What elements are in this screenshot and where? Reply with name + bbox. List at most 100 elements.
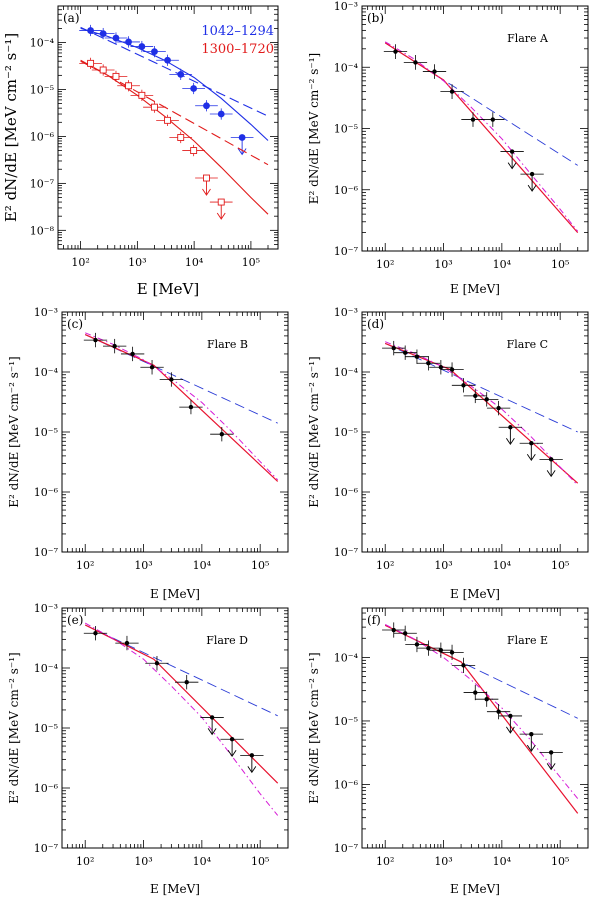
data-point [440, 84, 464, 99]
data-point [143, 45, 166, 58]
y-tick-label: 10⁻⁵ [334, 123, 358, 136]
legend-entry: 1042–1294 [201, 24, 274, 39]
model-curve-blue-dashed [85, 624, 278, 717]
data-point [91, 64, 115, 76]
x-tick-label: 10² [376, 855, 394, 868]
data-point [117, 80, 140, 92]
data-point [393, 345, 417, 360]
data-point [120, 346, 145, 362]
model-curve-red-solid [84, 624, 279, 784]
x-tick-label: 10³ [434, 855, 452, 868]
data-point [130, 89, 154, 101]
data-point [451, 378, 476, 393]
data-point [220, 737, 244, 758]
x-axis-title: E [MeV] [450, 882, 500, 896]
panel-title: Flare E [507, 634, 548, 647]
data-point [156, 54, 179, 66]
x-tick-label: 10² [76, 855, 94, 868]
data-point [230, 134, 254, 156]
data-point [486, 400, 511, 416]
panel-c: 10² 10³ 10⁴ 10⁵ 10⁻⁷ 10⁻⁶ 10⁻⁵ 10⁻⁴ 10⁻³ E [MeV] E… [7, 306, 289, 601]
x-tick-label: 10⁵ [551, 258, 569, 271]
x-tick-label: 10² [376, 559, 394, 572]
y-tick-label: 10⁻⁴ [334, 366, 359, 379]
panel-title: Flare C [507, 338, 548, 351]
model-curve-magenta-dashdot [84, 622, 279, 816]
data-point [416, 356, 441, 371]
data-point [383, 44, 408, 59]
x-axis-title: E [MeV] [450, 587, 500, 601]
data-point [440, 362, 464, 377]
data-point [195, 100, 218, 112]
x-tick-label: 10² [71, 256, 89, 269]
y-tick-label: 10⁻⁵ [30, 83, 54, 96]
data-point [91, 27, 115, 40]
data-point [486, 704, 511, 720]
plot-frame [361, 5, 589, 252]
y-tick-label: 10⁻⁵ [334, 715, 358, 728]
data-point [200, 715, 224, 736]
y-tick-label: 10⁻⁴ [334, 61, 359, 74]
x-axis-title: E [MeV] [450, 282, 500, 296]
y-axis-title: E² dN/dE [MeV cm⁻² s⁻¹] [307, 356, 321, 507]
x-tick-label: 10² [376, 258, 394, 271]
y-axis-title: E² dN/dE [MeV cm⁻² s⁻¹] [307, 652, 321, 803]
panel-label: (c) [67, 317, 83, 331]
y-tick-label: 10⁻⁷ [334, 546, 359, 559]
data-point [83, 626, 108, 641]
x-tick-label: 10³ [128, 256, 146, 269]
data-point [451, 657, 476, 673]
plot-frame [57, 5, 279, 250]
data-point [440, 644, 464, 661]
model-curve-magenta-dashdot [385, 341, 579, 486]
y-tick-label: 10⁻⁶ [334, 184, 359, 197]
y-tick-label: 10⁻⁵ [334, 426, 358, 439]
y-tick-label: 10⁻⁷ [34, 842, 59, 855]
x-tick-label: 10³ [134, 559, 152, 572]
data-point [130, 40, 154, 53]
x-tick-label: 10⁴ [185, 256, 204, 269]
y-tick-label: 10⁻³ [34, 306, 58, 319]
x-tick-label: 10⁴ [193, 559, 212, 572]
data-point [405, 349, 429, 364]
data-point [382, 622, 406, 638]
data-point [115, 635, 139, 651]
x-tick-label: 10⁴ [493, 559, 512, 572]
data-point [103, 338, 127, 354]
data-point [500, 149, 524, 170]
data-point [382, 340, 406, 356]
data-point [240, 753, 264, 774]
x-tick-label: 10⁵ [242, 256, 260, 269]
data-point [539, 457, 563, 478]
panel-d: 10² 10³ 10⁴ 10⁵ 10⁻⁷ 10⁻⁶ 10⁻⁵ 10⁻⁴ 10⁻³ E [MeV] E… [307, 306, 589, 601]
data-point [429, 360, 453, 375]
y-tick-label: 10⁻⁶ [334, 486, 359, 499]
data-point [145, 656, 169, 671]
y-tick-label: 10⁻⁴ [34, 662, 59, 675]
x-tick-label: 10⁵ [251, 855, 269, 868]
data-point [475, 392, 499, 407]
y-axis-title: E² dN/dE [MeV cm⁻² s⁻¹] [307, 53, 321, 204]
data-point [140, 360, 164, 375]
data-point [463, 684, 487, 701]
data-point [429, 642, 453, 658]
panel-title: Flare D [206, 634, 248, 647]
data-point [461, 112, 485, 127]
y-tick-label: 10⁻⁴ [30, 37, 55, 50]
data-point [156, 114, 179, 126]
data-point [117, 36, 140, 48]
data-point [179, 399, 203, 415]
x-tick-label: 10⁵ [551, 855, 569, 868]
data-point [104, 32, 128, 44]
data-point [481, 112, 505, 127]
model-curve-magenta-dashdot [384, 41, 579, 232]
x-tick-label: 10³ [134, 855, 152, 868]
data-point [416, 640, 441, 656]
y-tick-label: 10⁻⁷ [30, 177, 55, 190]
x-tick-label: 10³ [434, 258, 452, 271]
y-tick-label: 10⁻⁶ [34, 486, 59, 499]
data-point [169, 68, 193, 80]
data-point [175, 674, 199, 690]
x-axis-title: E [MeV] [137, 280, 200, 298]
data-point [79, 24, 102, 37]
